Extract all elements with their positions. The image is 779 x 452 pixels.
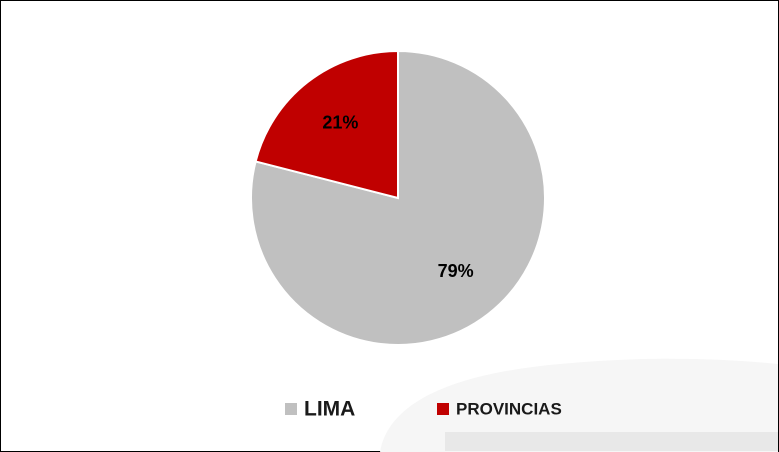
legend-label: PROVINCIAS xyxy=(456,399,562,418)
data-label: 79% xyxy=(438,261,474,281)
watermark-bar xyxy=(445,432,778,451)
legend-swatch xyxy=(437,403,449,415)
watermark xyxy=(380,358,778,452)
legend-label: LIMA xyxy=(304,398,355,421)
pie-slice xyxy=(254,49,399,200)
legend-swatch xyxy=(285,403,297,415)
data-label: 21% xyxy=(322,112,358,132)
